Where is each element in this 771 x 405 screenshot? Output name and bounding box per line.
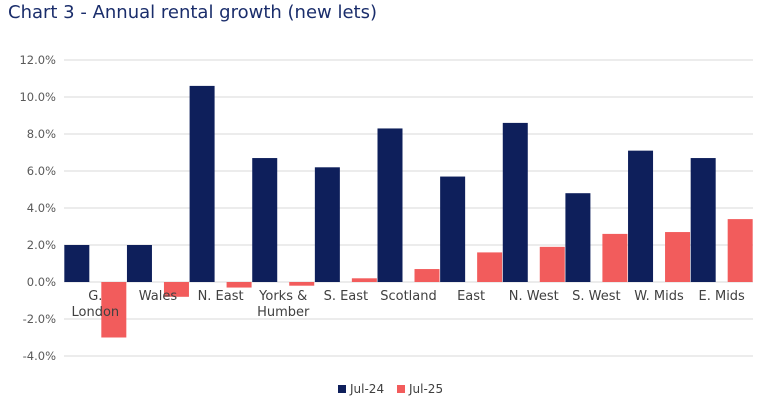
- bar-jul-25: [101, 282, 127, 338]
- category-label: E. Mids: [699, 289, 746, 304]
- bars: [64, 85, 753, 338]
- category-label: Wales: [139, 289, 178, 304]
- bar-jul-24: [628, 150, 654, 282]
- y-tick-label: 2.0%: [27, 238, 56, 252]
- legend-label: Jul-25: [408, 382, 443, 396]
- bar-jul-25: [539, 246, 565, 282]
- y-axis-ticks: -4.0% -2.0% 0.0% 2.0% 4.0% 6.0% 8.0% 10.0% 12.0%: [19, 53, 56, 363]
- legend-swatch: [397, 385, 405, 393]
- category-label: N. East: [198, 289, 244, 304]
- bar-jul-24: [252, 158, 278, 282]
- category-label: East: [457, 289, 485, 304]
- bar-jul-24: [440, 176, 466, 282]
- bar-jul-24: [126, 245, 152, 282]
- category-label-line: S. East: [324, 289, 369, 304]
- bar-jul-25: [414, 269, 440, 282]
- bar-jul-24: [189, 85, 215, 283]
- bar-jul-25: [602, 233, 628, 282]
- y-tick-label: -4.0%: [23, 349, 56, 363]
- bar-jul-25: [665, 232, 691, 282]
- category-label-line: N. East: [198, 289, 244, 304]
- y-tick-label: 10.0%: [19, 90, 56, 104]
- bar-jul-24: [565, 193, 591, 282]
- category-label-line: London: [71, 305, 119, 320]
- category-label-line: East: [457, 289, 485, 304]
- category-label-line: S. West: [572, 289, 620, 304]
- bar-jul-25: [727, 219, 753, 282]
- y-tick-label: -2.0%: [23, 312, 56, 326]
- y-tick-label: 6.0%: [27, 164, 56, 178]
- category-label-line: G.: [88, 289, 102, 304]
- bar-jul-25: [226, 282, 252, 288]
- bar-jul-24: [64, 245, 90, 282]
- bar-jul-24: [314, 167, 340, 282]
- category-label-line: Scotland: [380, 289, 437, 304]
- bar-jul-25: [163, 282, 189, 297]
- bar-jul-25: [477, 252, 503, 282]
- bar-jul-25: [351, 278, 377, 282]
- y-tick-label: 12.0%: [19, 53, 56, 67]
- category-label-line: Wales: [139, 289, 178, 304]
- legend-swatch: [338, 385, 346, 393]
- category-label-line: E. Mids: [699, 289, 746, 304]
- category-label: W. Mids: [634, 289, 684, 304]
- bar-jul-24: [502, 122, 528, 283]
- legend-label: Jul-24: [349, 382, 384, 396]
- category-label-line: Humber: [257, 305, 310, 320]
- category-label: Yorks & Humber: [257, 289, 310, 320]
- y-tick-label: 8.0%: [27, 127, 56, 141]
- bar-jul-24: [377, 128, 403, 282]
- y-tick-label: 0.0%: [27, 275, 56, 289]
- category-labels: G. London Wales N. East Yorks & Humber S. East…: [71, 289, 745, 320]
- bar-jul-25: [289, 282, 315, 286]
- chart-title: Chart 3 - Annual rental growth (new lets…: [8, 2, 377, 23]
- category-label: S. West: [572, 289, 620, 304]
- bar-jul-24: [690, 158, 716, 282]
- category-label: S. East: [324, 289, 369, 304]
- y-tick-label: 4.0%: [27, 201, 56, 215]
- category-label-line: Yorks &: [258, 289, 307, 304]
- category-label-line: W. Mids: [634, 289, 684, 304]
- category-label: N. West: [509, 289, 559, 304]
- category-label-line: N. West: [509, 289, 559, 304]
- category-label: Scotland: [380, 289, 437, 304]
- category-label: G. London: [71, 289, 119, 320]
- legend: Jul-24 Jul-25: [338, 382, 443, 396]
